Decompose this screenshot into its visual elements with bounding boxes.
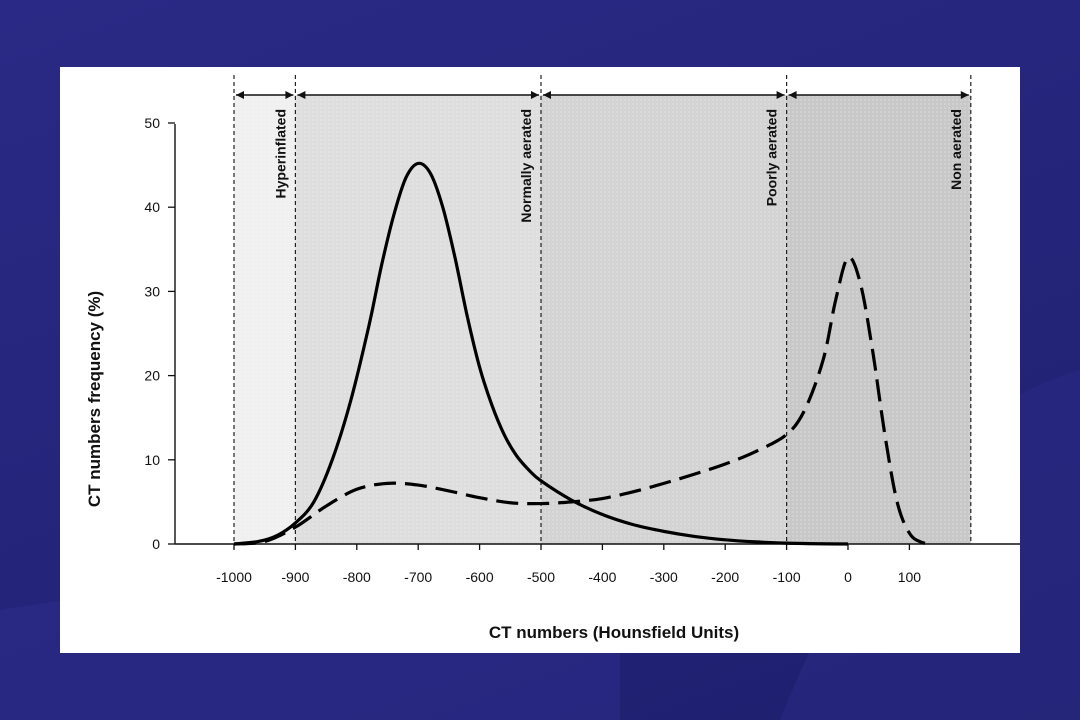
- y-tick-label-2: 20: [144, 368, 160, 384]
- x-tick-label-9: -100: [773, 569, 801, 585]
- region-label-2: Poorly aerated: [764, 109, 780, 206]
- x-tick-label-4: -600: [466, 569, 494, 585]
- region-arrowhead-right-0: [285, 91, 294, 99]
- y-tick-label-3: 30: [144, 283, 160, 299]
- x-tick-label-7: -300: [650, 569, 678, 585]
- region-label-0: Hyperinflated: [272, 109, 288, 198]
- y-tick-label-1: 10: [144, 452, 160, 468]
- region-arrowhead-right-2: [776, 91, 785, 99]
- y-tick-label-5: 50: [144, 115, 160, 131]
- x-tick-label-2: -800: [343, 569, 371, 585]
- region-arrowhead-left-2: [543, 91, 551, 99]
- region-label-3: Non aerated: [948, 109, 964, 190]
- x-tick-label-1: -900: [281, 569, 309, 585]
- region-texture-0: [234, 95, 296, 544]
- y-tick-label-0: 0: [152, 536, 160, 552]
- x-tick-label-10: 0: [844, 569, 852, 585]
- x-tick-label-0: -1000: [216, 569, 252, 585]
- x-tick-label-11: 100: [898, 569, 922, 585]
- region-label-1: Normally aerated: [518, 109, 534, 223]
- region-texture-2: [541, 95, 787, 544]
- series-line-solid: [233, 161, 849, 546]
- region-arrowhead-left-3: [788, 91, 797, 99]
- y-axis-title: CT numbers frequency (%): [85, 291, 104, 507]
- region-texture-3: [786, 95, 971, 544]
- chart-panel: 0 10 20 30 40 50 -1000 -900 -800 -700 -600 -500 -400…: [60, 67, 1020, 653]
- x-tick-label-5: -500: [527, 569, 555, 585]
- region-arrowhead-right-3: [960, 91, 969, 99]
- region-arrowhead-right-1: [531, 91, 539, 99]
- region-arrowhead-left-0: [236, 91, 244, 99]
- y-tick-label-4: 40: [144, 199, 160, 215]
- x-axis-title: CT numbers (Hounsfield Units): [489, 623, 739, 642]
- x-tick-label-8: -200: [711, 569, 739, 585]
- x-tick-label-6: -400: [588, 569, 616, 585]
- region-texture-1: [295, 95, 541, 544]
- region-arrowhead-left-1: [297, 91, 306, 99]
- x-tick-label-3: -700: [404, 569, 432, 585]
- series-line-dashed: [233, 255, 935, 546]
